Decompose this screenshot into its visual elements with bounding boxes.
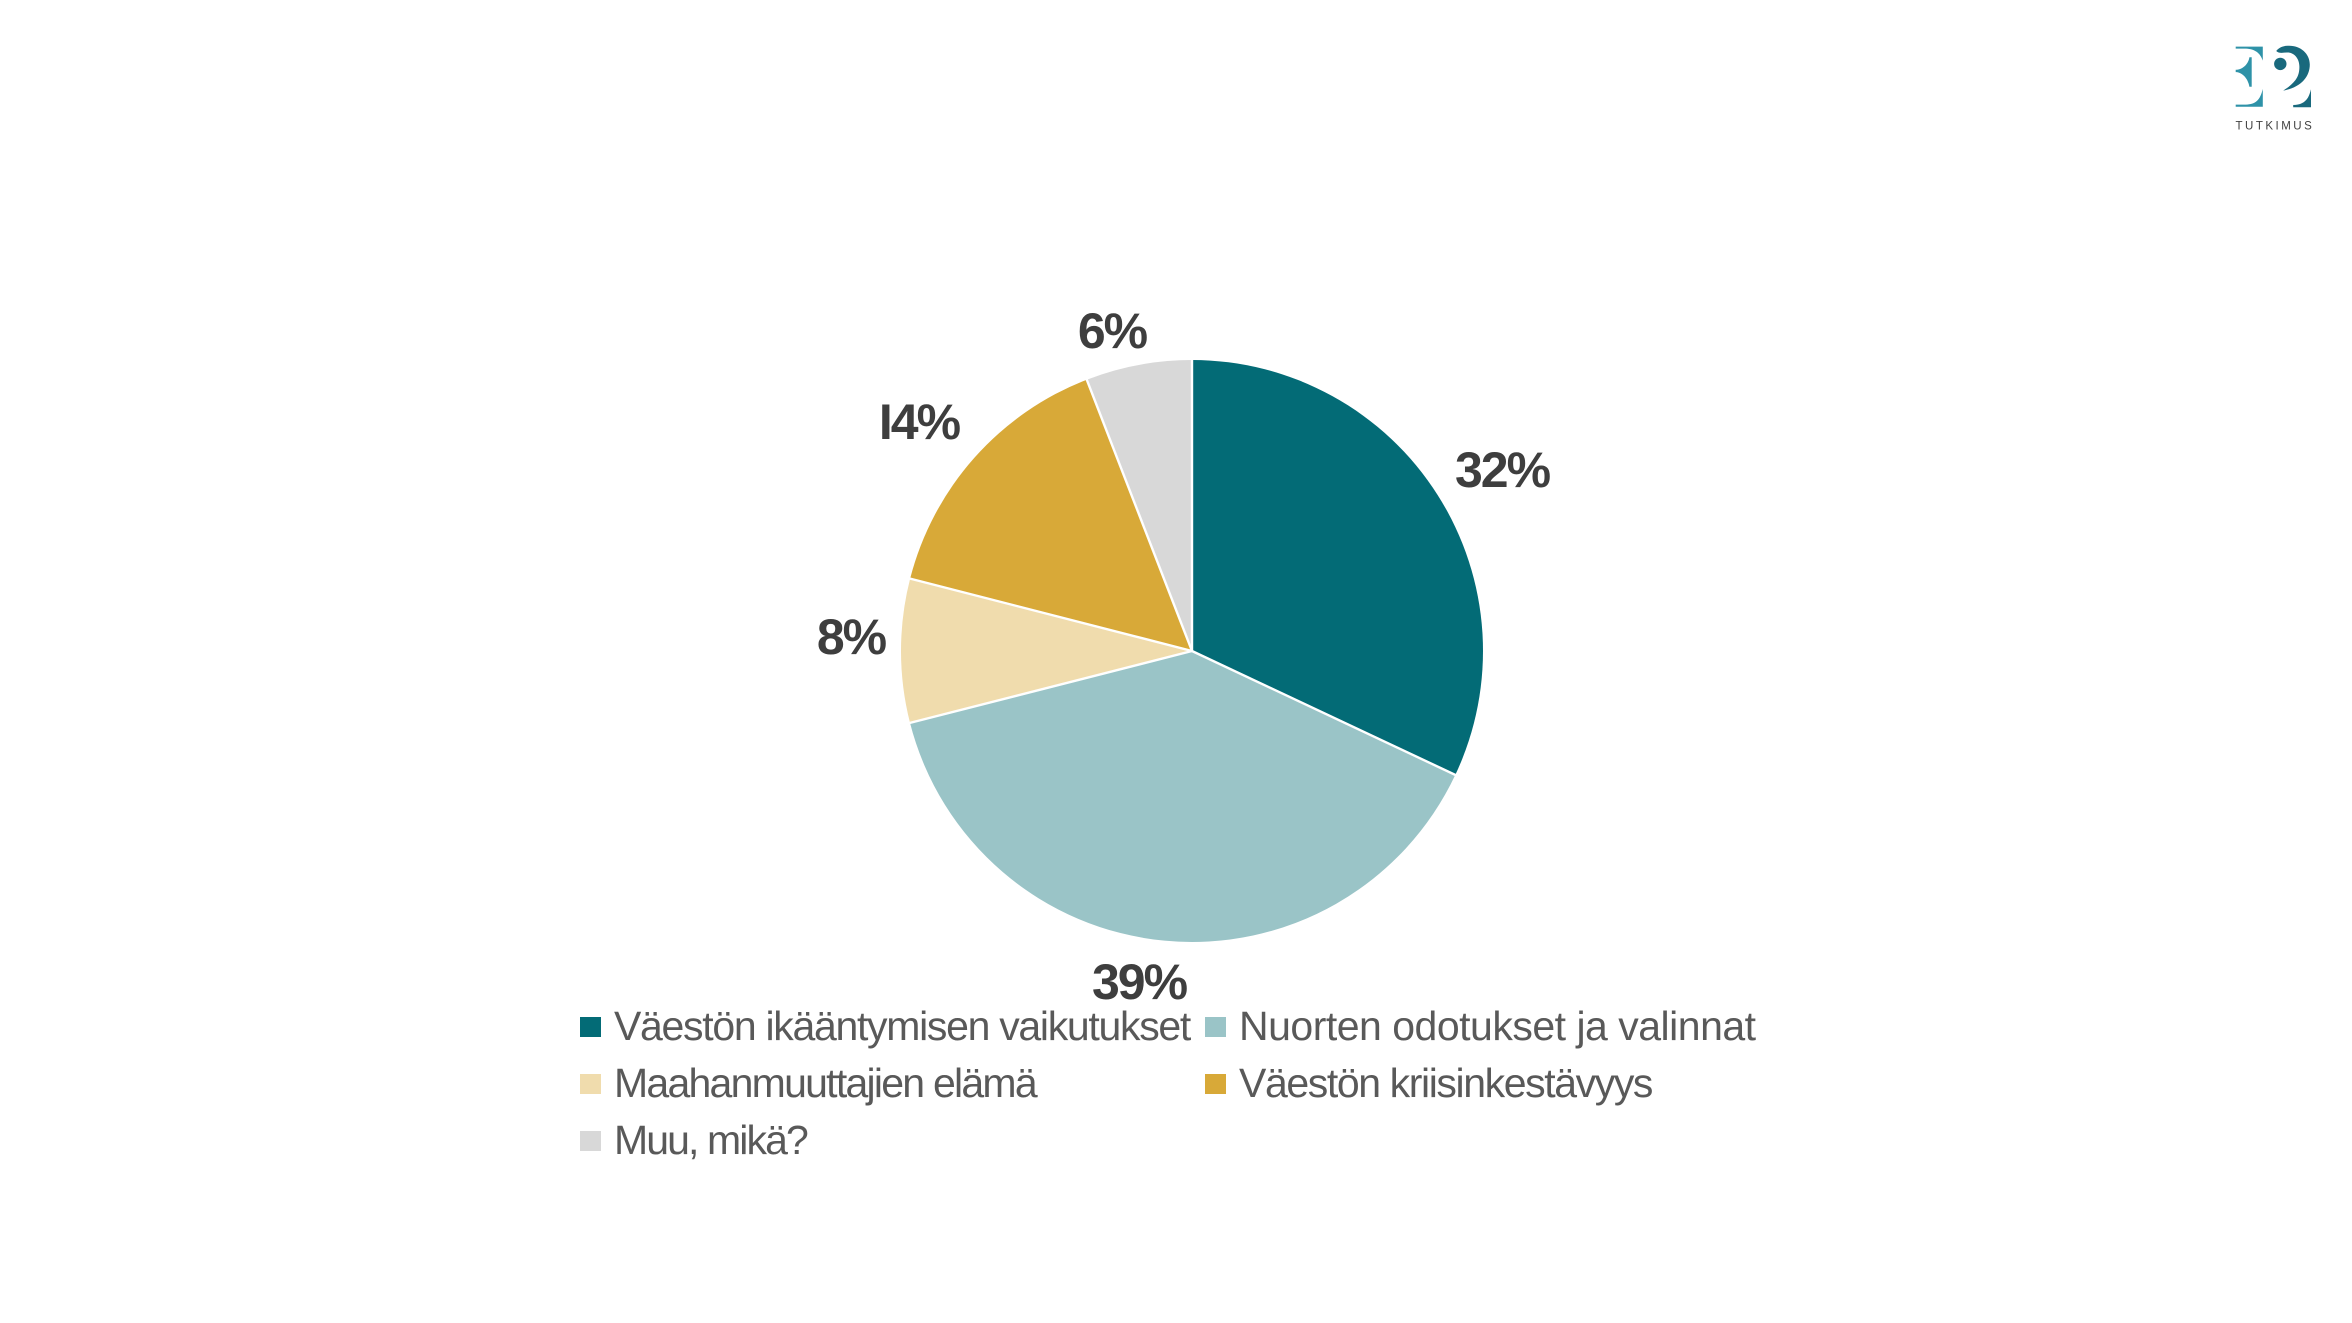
svg-text:TUTKIMUS: TUTKIMUS bbox=[2236, 121, 2315, 133]
